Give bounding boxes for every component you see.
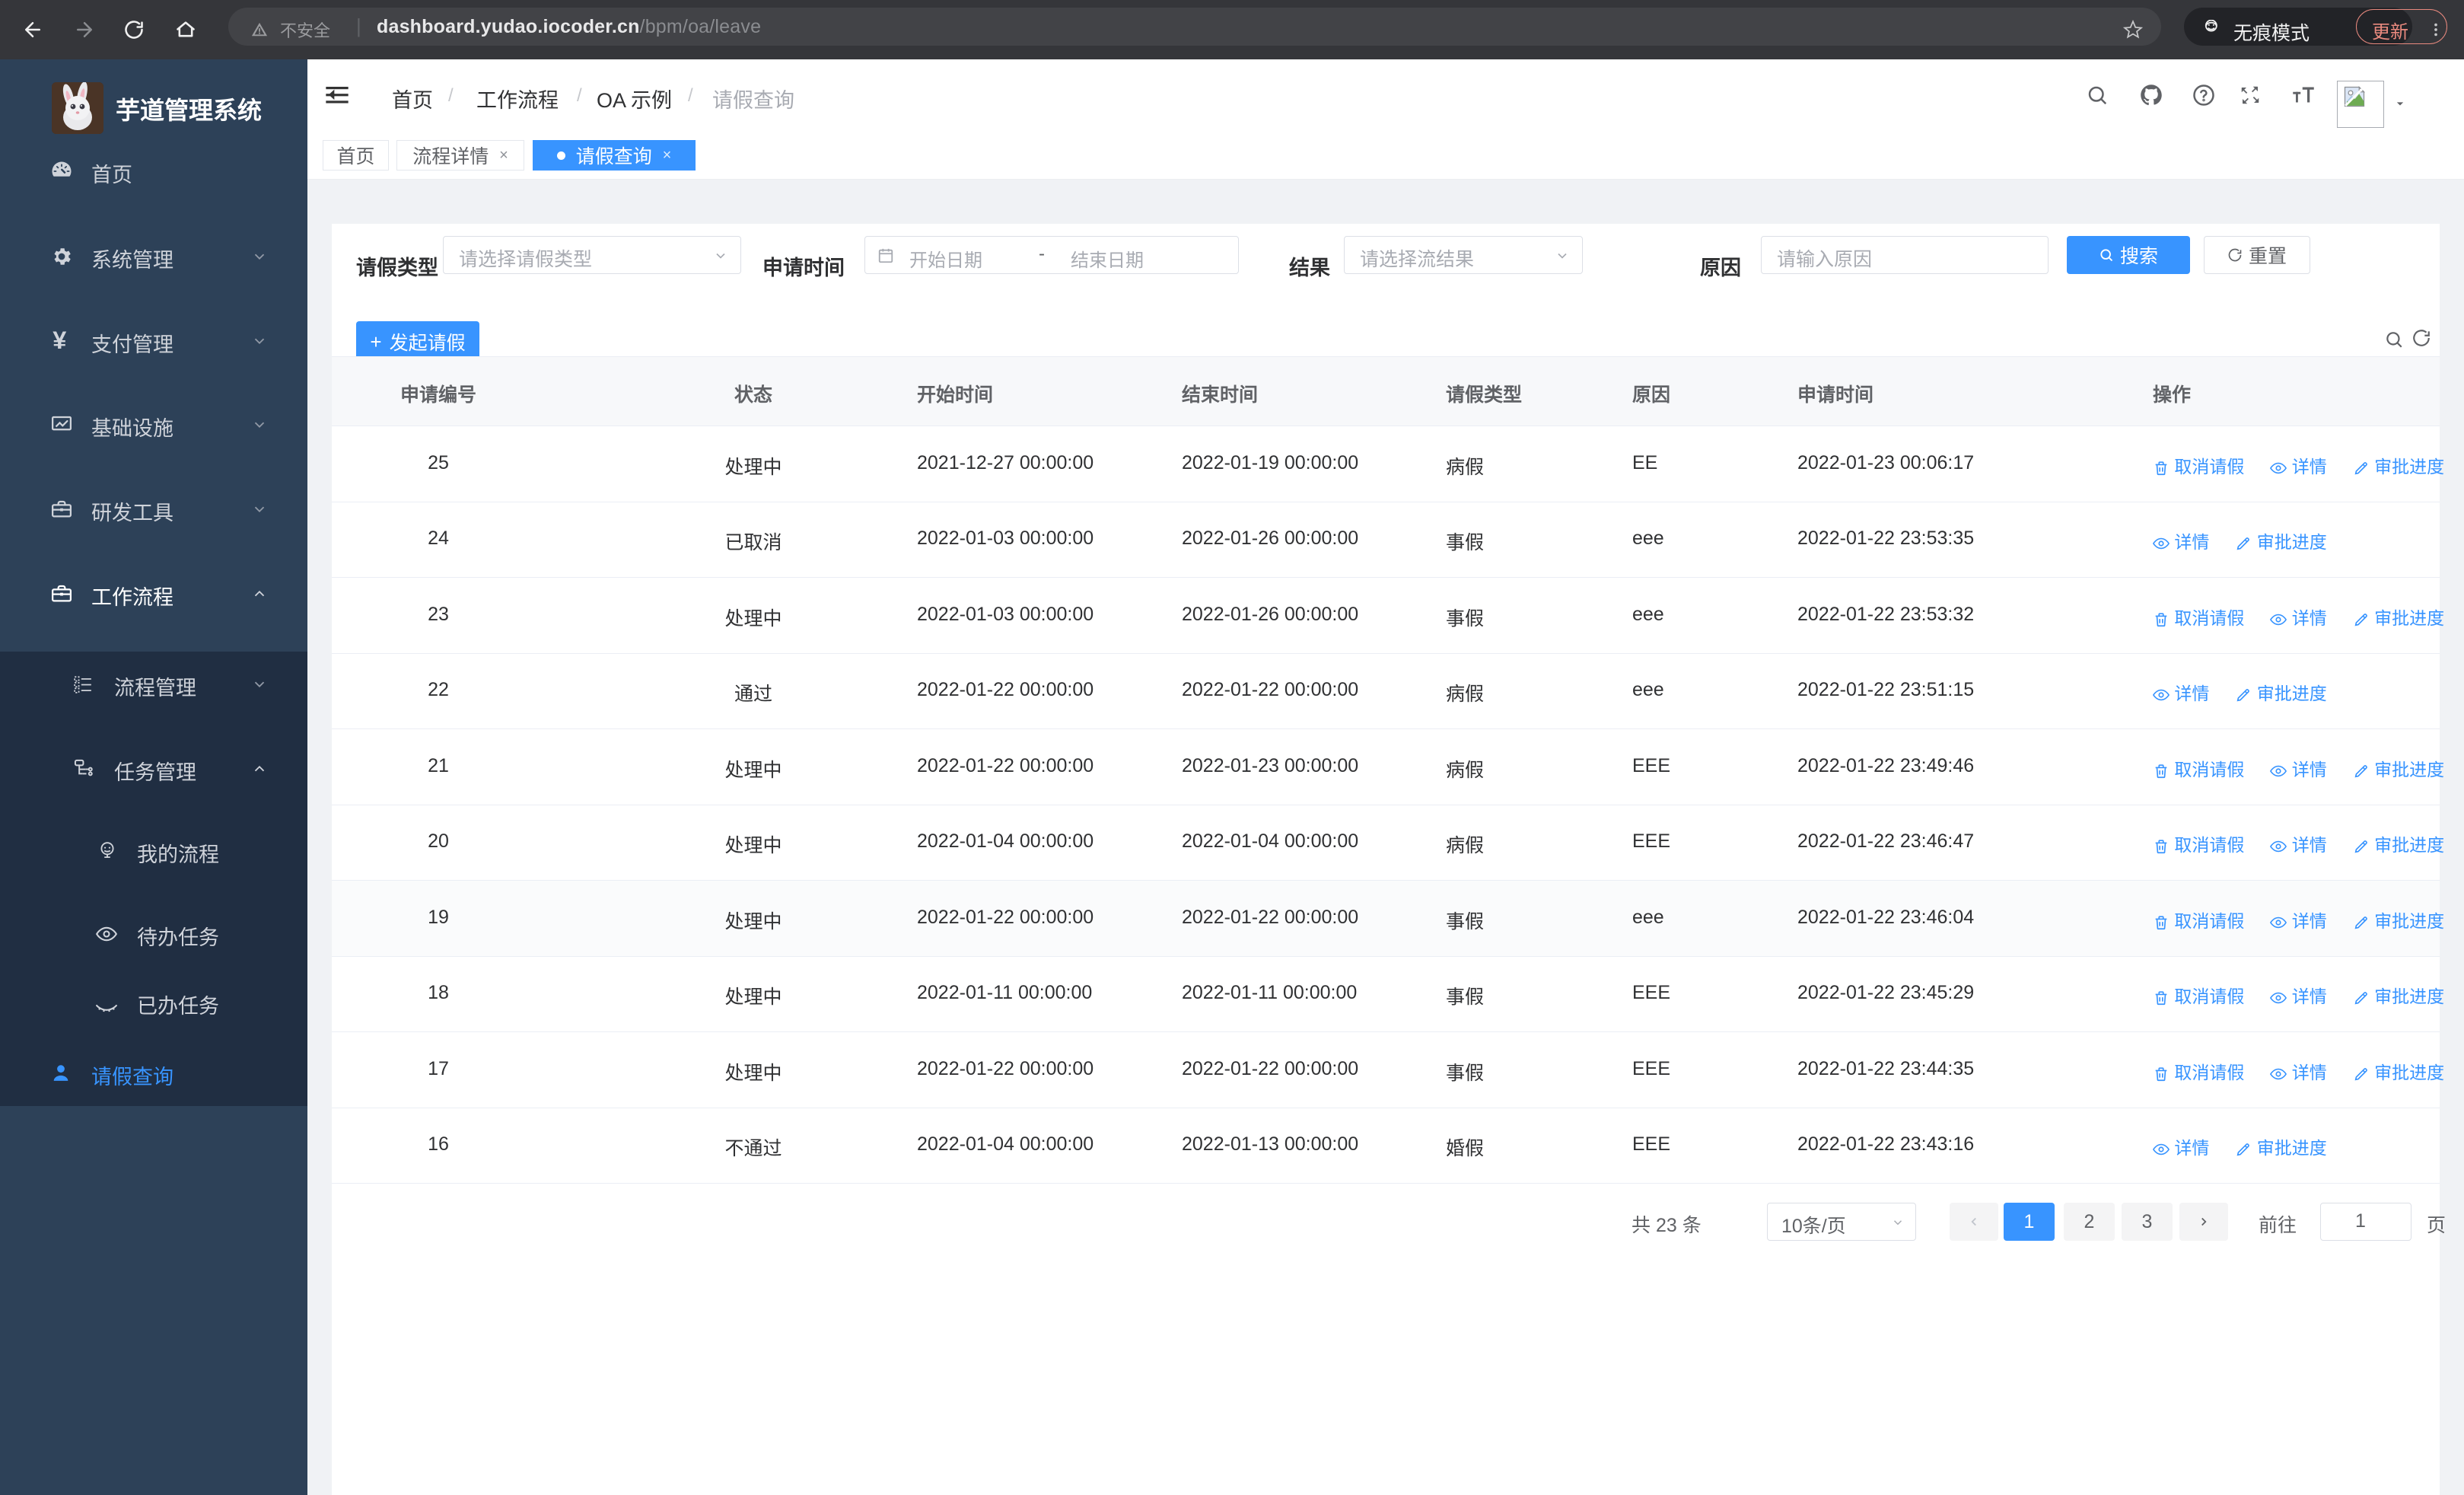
svg-text:¥: ¥ — [53, 330, 66, 352]
